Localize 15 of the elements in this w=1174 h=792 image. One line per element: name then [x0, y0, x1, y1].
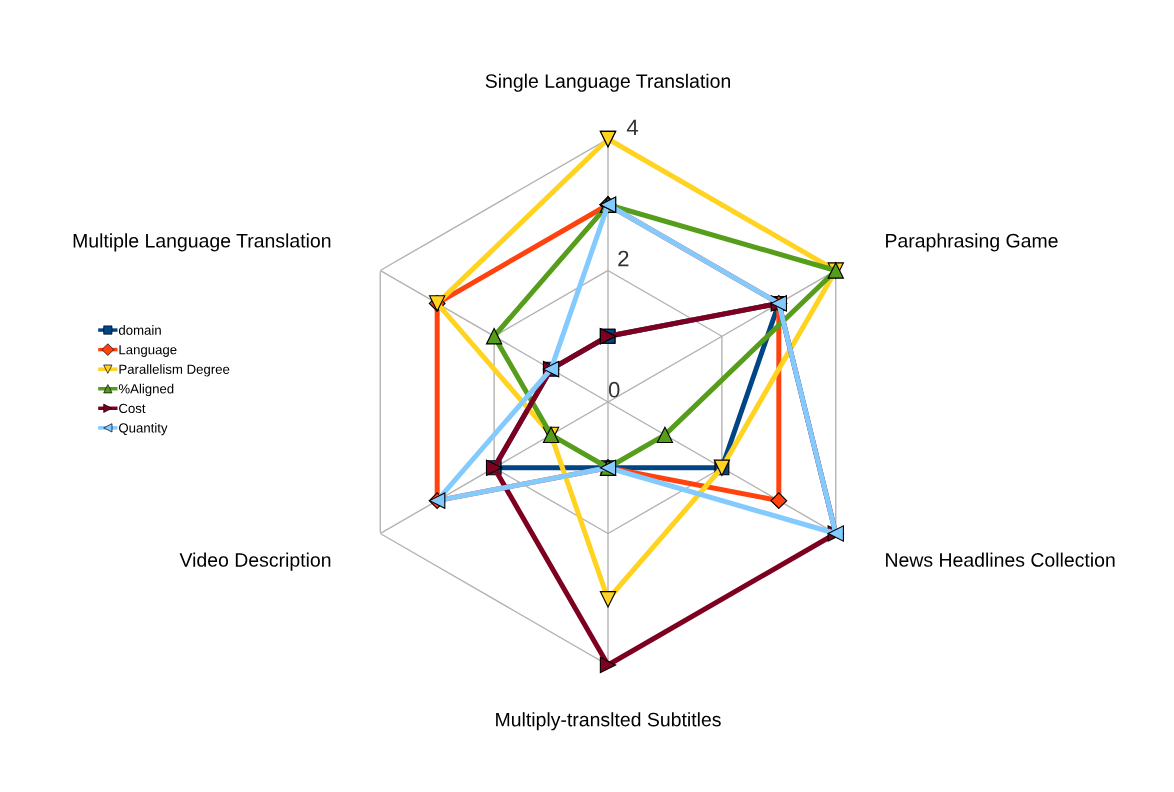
legend-label: %Aligned — [118, 383, 174, 397]
spoke-label: Multiply-translted Subtitles — [496, 712, 721, 731]
legend-label: domain — [118, 325, 161, 335]
spoke-label: Multiple Language Translation — [73, 233, 331, 252]
legend-label: Language — [119, 345, 177, 357]
legend-label: Cost — [119, 403, 146, 414]
spoke-label: Single Language Translation — [485, 73, 730, 92]
spoke-label: News Headlines Collection — [886, 552, 1115, 567]
spoke-label: Video Description — [179, 552, 331, 571]
legend-label: Quantity — [119, 422, 168, 436]
y-tick-label: 2 — [618, 250, 629, 267]
y-tick-label: 0 — [608, 381, 620, 398]
spoke-label: Paraphrasing Game — [886, 233, 1058, 252]
y-tick-label: 4 — [626, 119, 639, 136]
legend-label: Parallelism Degree — [119, 364, 230, 377]
